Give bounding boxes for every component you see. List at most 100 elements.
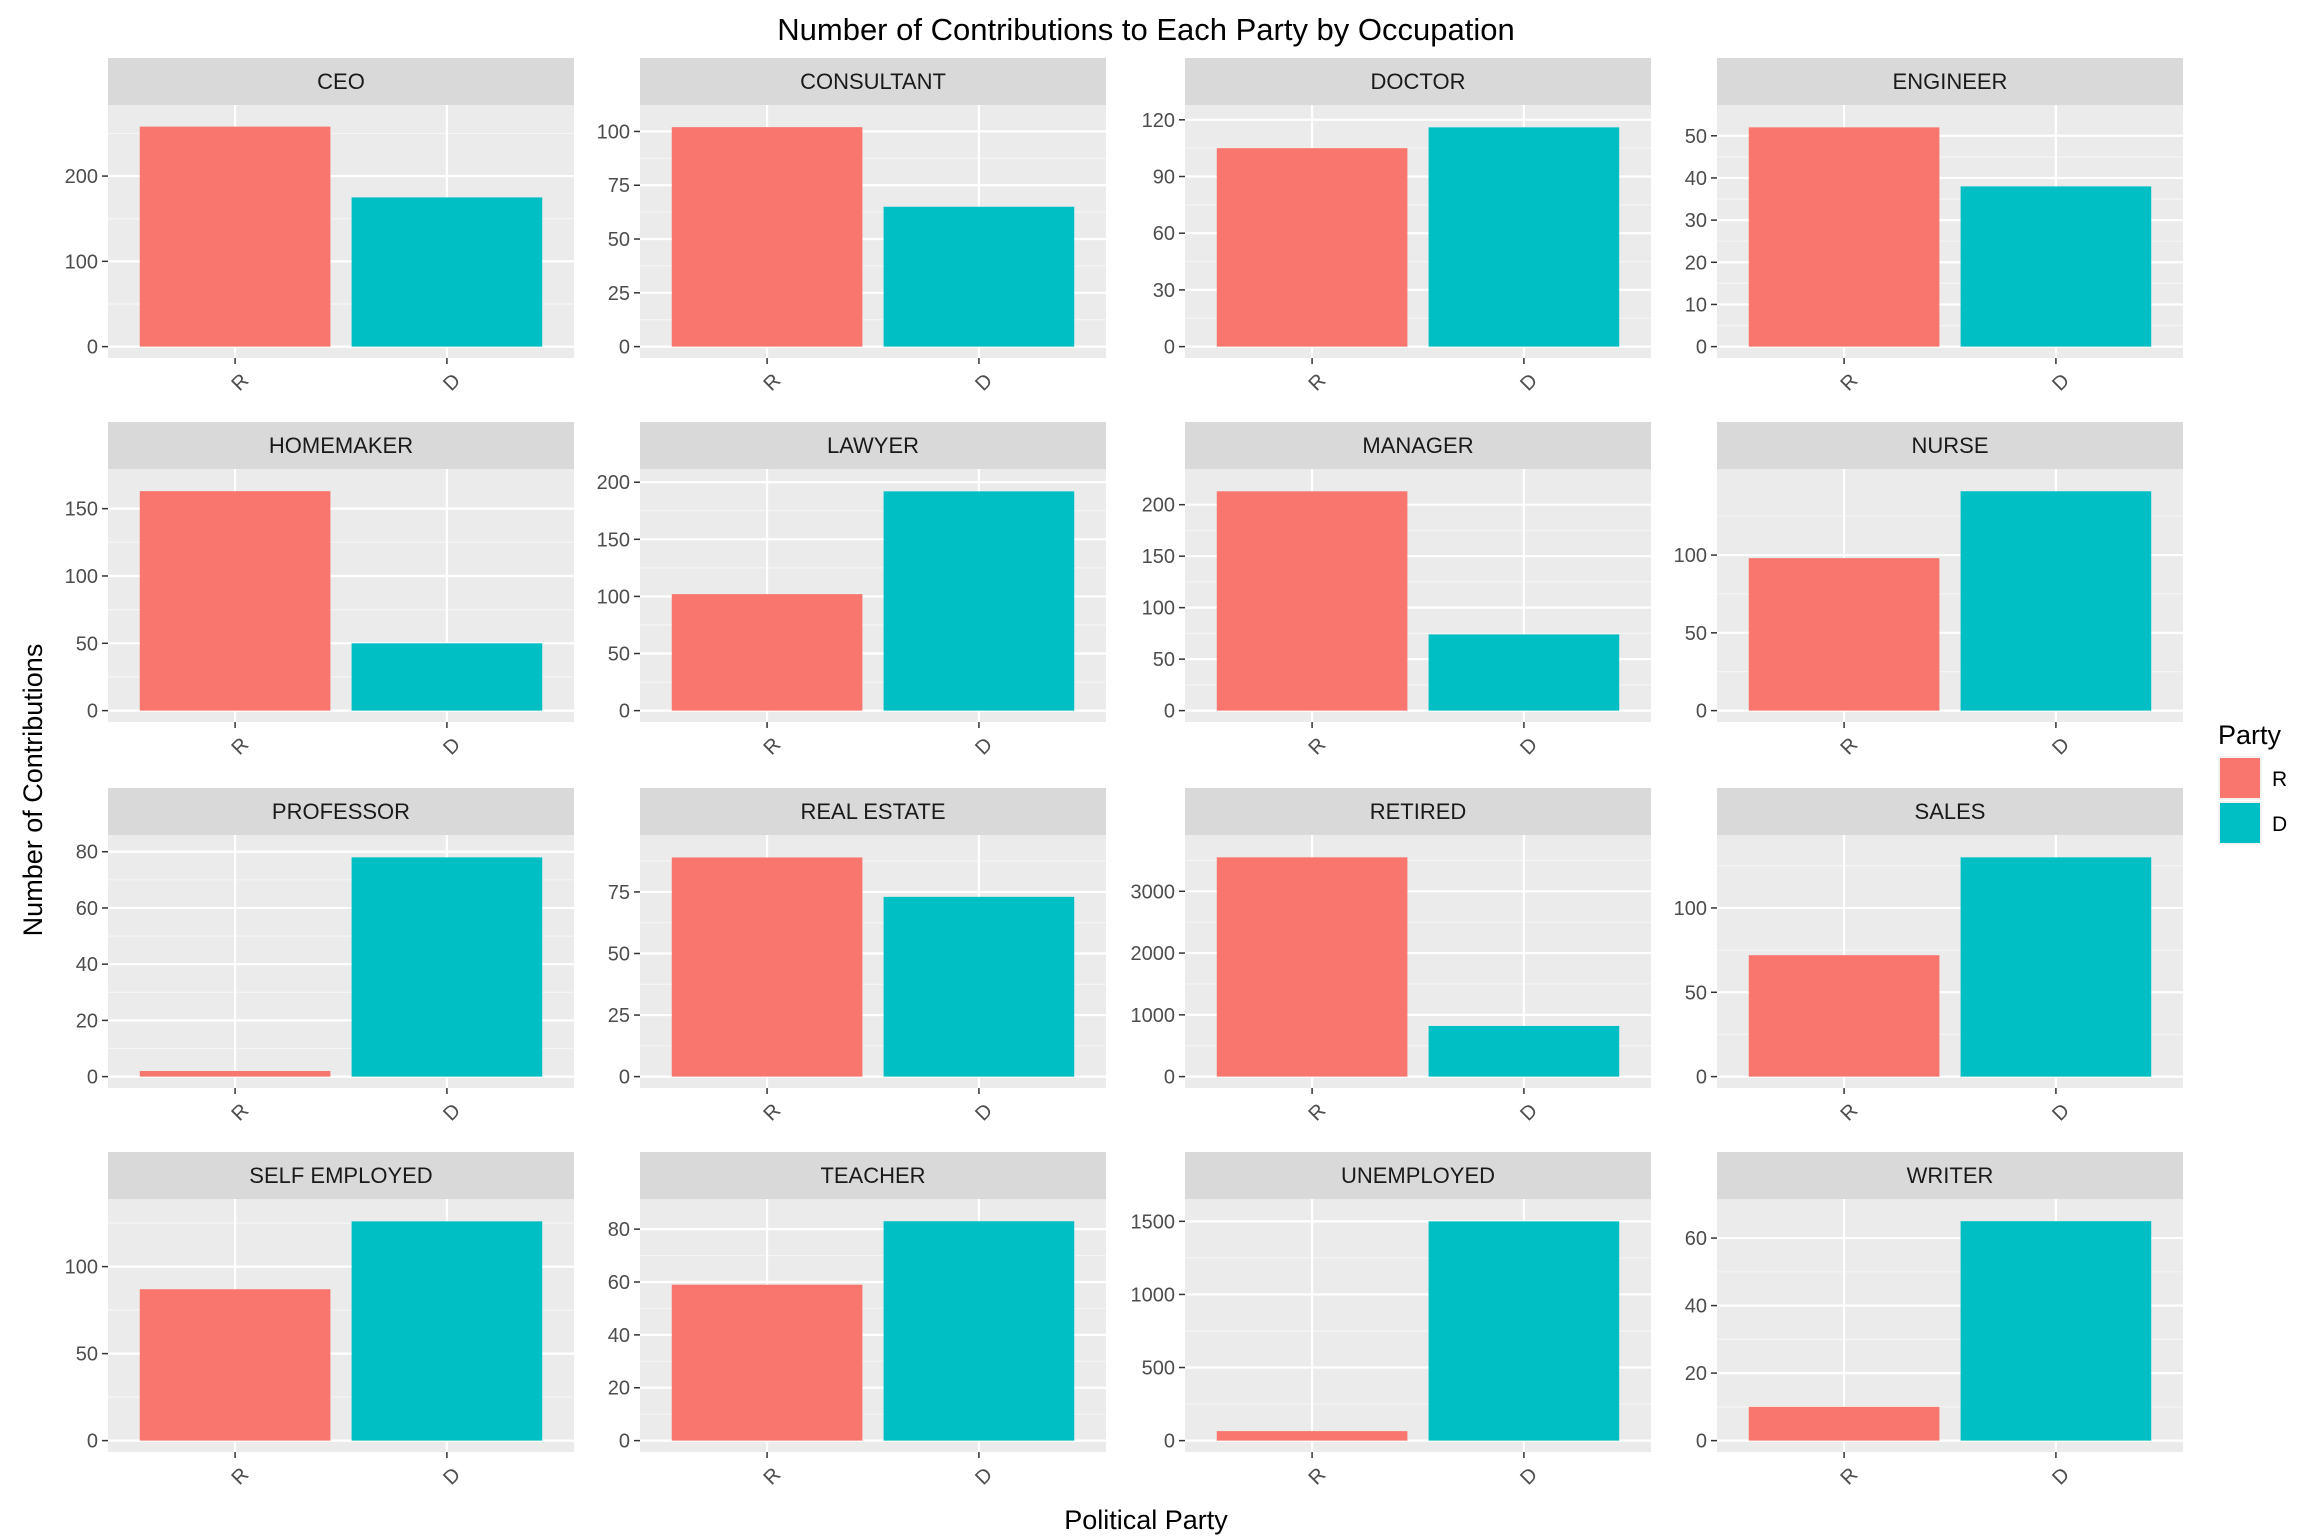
y-tick-label: 100 xyxy=(65,1257,98,1279)
bar-ceo-r xyxy=(139,126,331,347)
y-tick-label: 40 xyxy=(76,954,98,976)
bar-homemaker-d xyxy=(351,643,543,711)
y-tick-label: 60 xyxy=(1685,1228,1707,1250)
y-tick-label: 200 xyxy=(597,472,630,494)
bar-engineer-d xyxy=(1960,186,2152,347)
y-tick-label: 50 xyxy=(1685,623,1707,645)
legend-label-r: R xyxy=(2272,768,2287,791)
facet-strip-label: NURSE xyxy=(1911,433,1988,458)
y-tick-label: 100 xyxy=(65,251,98,273)
facet-strip-label: PROFESSOR xyxy=(272,799,410,824)
bar-lawyer-d xyxy=(883,491,1075,711)
y-tick-label: 50 xyxy=(76,633,98,655)
facet-strip xyxy=(1185,58,1651,105)
facet-strip xyxy=(640,58,1106,105)
y-tick-label: 100 xyxy=(597,121,630,143)
y-tick-label: 100 xyxy=(1674,898,1707,920)
facet-strip xyxy=(1717,788,2183,835)
y-tick-label: 25 xyxy=(608,283,630,305)
facet-strip-label: LAWYER xyxy=(827,433,919,458)
facet-strip xyxy=(108,58,574,105)
bar-consultant-r xyxy=(671,127,863,347)
legend: Party RD xyxy=(2218,720,2287,845)
facet-strip-label: REAL ESTATE xyxy=(800,799,945,824)
y-tick-label: 100 xyxy=(65,566,98,588)
facet-strip-label: ENGINEER xyxy=(1893,69,2008,94)
legend-label-d: D xyxy=(2272,813,2287,836)
facet-strip-label: TEACHER xyxy=(820,1163,925,1188)
bar-sales-d xyxy=(1960,857,2152,1077)
y-tick-label: 0 xyxy=(87,701,98,723)
y-tick-label: 50 xyxy=(1685,126,1707,148)
y-tick-label: 500 xyxy=(1142,1358,1175,1380)
facet-strip-label: UNEMPLOYED xyxy=(1341,1163,1495,1188)
y-tick-label: 20 xyxy=(608,1378,630,1400)
y-tick-label: 3000 xyxy=(1131,881,1176,903)
y-tick-label: 60 xyxy=(608,1272,630,1294)
y-tick-label: 0 xyxy=(1164,701,1175,723)
bar-teacher-d xyxy=(883,1221,1075,1441)
y-tick-label: 2000 xyxy=(1131,943,1176,965)
facet-strip-label: CEO xyxy=(317,69,365,94)
y-tick-label: 1000 xyxy=(1131,1284,1176,1306)
y-tick-label: 150 xyxy=(597,529,630,551)
bar-consultant-d xyxy=(883,206,1075,347)
bar-doctor-r xyxy=(1216,148,1408,347)
y-tick-label: 40 xyxy=(1685,1296,1707,1318)
bar-nurse-r xyxy=(1748,558,1940,711)
bar-unemployed-d xyxy=(1428,1221,1620,1441)
legend-swatch-r xyxy=(2220,758,2260,798)
facet-strip-label: SELF EMPLOYED xyxy=(249,1163,432,1188)
y-tick-label: 50 xyxy=(1685,982,1707,1004)
bar-nurse-d xyxy=(1960,491,2152,711)
facet-strip-label: WRITER xyxy=(1907,1163,1994,1188)
y-tick-label: 100 xyxy=(1674,545,1707,567)
facet-strip-label: SALES xyxy=(1915,799,1986,824)
y-tick-label: 0 xyxy=(1164,337,1175,359)
bar-ceo-d xyxy=(351,197,543,347)
y-tick-label: 30 xyxy=(1685,210,1707,232)
facet-strip xyxy=(1185,422,1651,469)
bar-professor-r xyxy=(139,1070,331,1077)
y-tick-label: 1500 xyxy=(1131,1211,1176,1233)
bar-doctor-d xyxy=(1428,127,1620,347)
facet-strip-label: CONSULTANT xyxy=(800,69,946,94)
y-tick-label: 30 xyxy=(1153,280,1175,302)
y-tick-label: 50 xyxy=(608,644,630,666)
y-tick-label: 200 xyxy=(1142,495,1175,517)
facet-strip-label: RETIRED xyxy=(1370,799,1467,824)
bar-retired-r xyxy=(1216,857,1408,1077)
y-tick-label: 25 xyxy=(608,1005,630,1027)
bar-self-employed-r xyxy=(139,1289,331,1441)
facet-strip xyxy=(108,422,574,469)
bar-teacher-r xyxy=(671,1284,863,1441)
y-tick-label: 50 xyxy=(608,943,630,965)
bar-writer-d xyxy=(1960,1221,2152,1441)
facet-strip xyxy=(640,1152,1106,1199)
y-tick-label: 0 xyxy=(1164,1067,1175,1089)
y-tick-label: 50 xyxy=(1153,649,1175,671)
y-tick-label: 50 xyxy=(76,1344,98,1366)
y-tick-label: 80 xyxy=(76,842,98,864)
bar-manager-d xyxy=(1428,634,1620,711)
bar-homemaker-r xyxy=(139,491,331,711)
bar-real-estate-r xyxy=(671,857,863,1077)
bar-unemployed-r xyxy=(1216,1431,1408,1441)
y-tick-label: 0 xyxy=(619,701,630,723)
y-tick-label: 20 xyxy=(76,1010,98,1032)
facet-strip xyxy=(108,1152,574,1199)
y-axis-title: Number of Contributions xyxy=(18,644,48,937)
facet-strip xyxy=(1717,422,2183,469)
